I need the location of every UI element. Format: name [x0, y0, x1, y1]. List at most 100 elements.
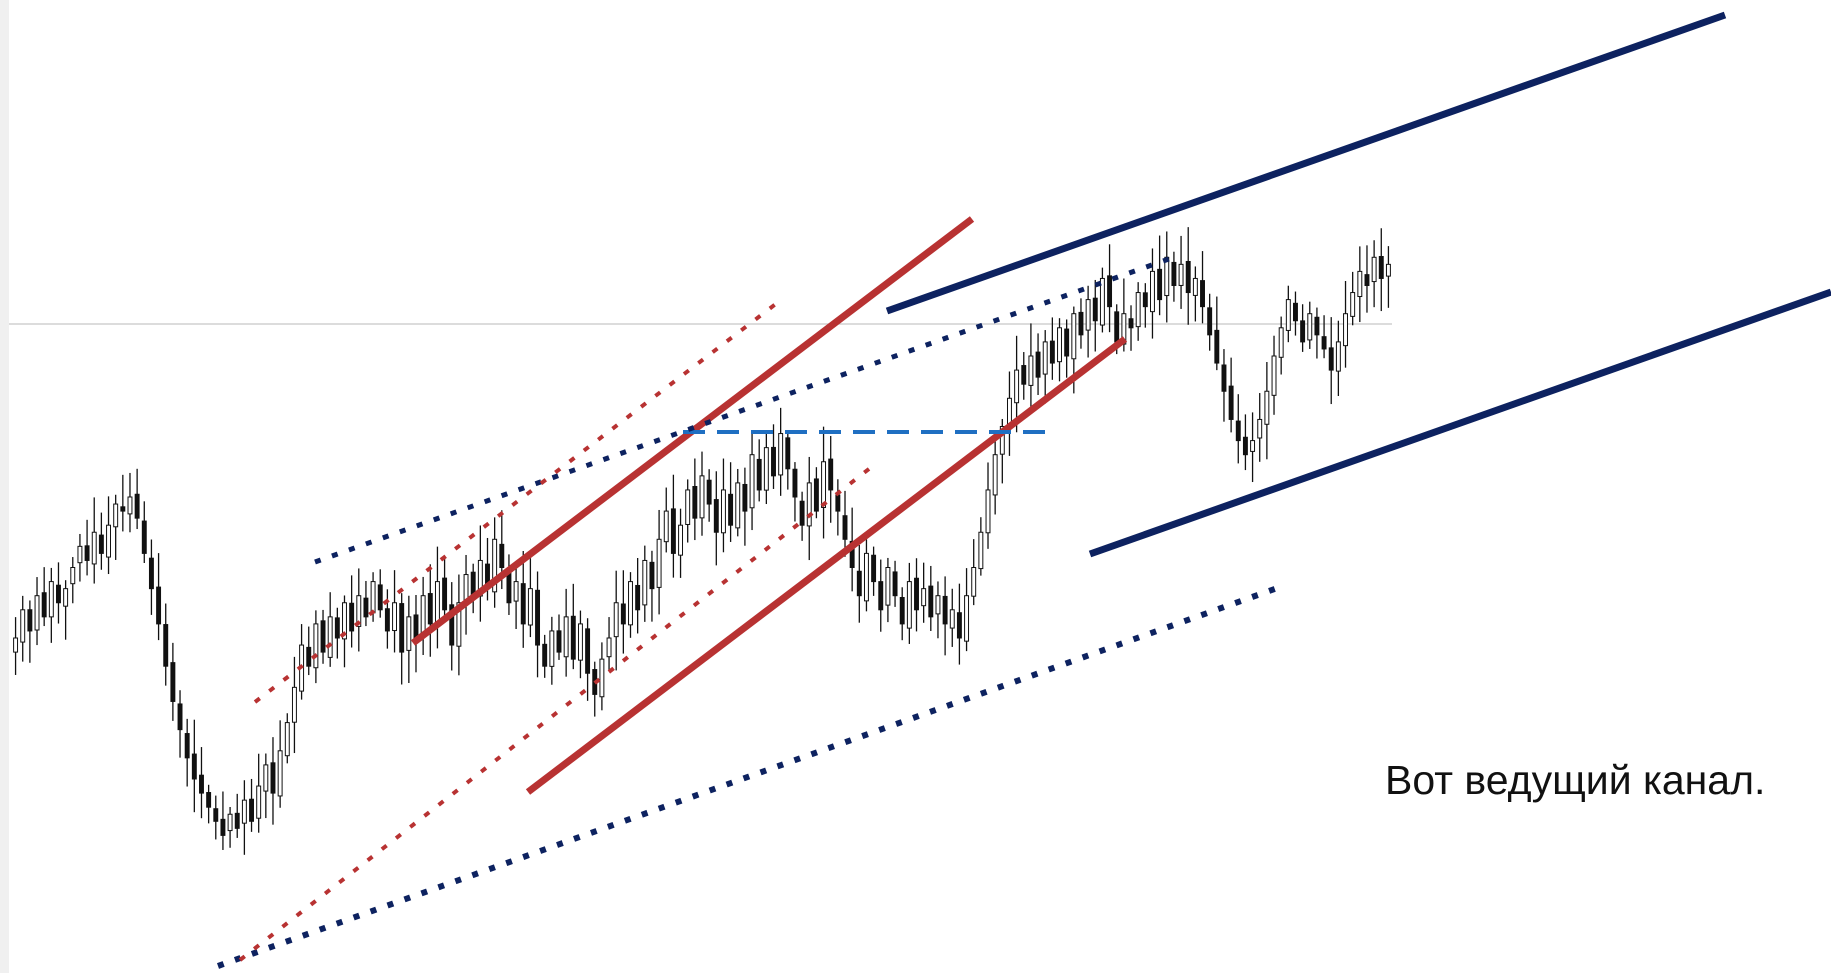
- candle: [670, 474, 676, 578]
- candle: [771, 424, 776, 489]
- candle-body-bearish: [878, 581, 884, 611]
- candle: [792, 462, 798, 522]
- candle-body-bearish: [1242, 436, 1248, 456]
- candle-body-bullish: [678, 524, 684, 556]
- candle-body-bullish: [406, 616, 412, 651]
- candle: [20, 595, 26, 662]
- candle: [56, 562, 61, 624]
- candle-body-bullish: [778, 433, 784, 476]
- candle-body-bearish: [1171, 261, 1177, 286]
- candle-body-bearish: [1228, 385, 1234, 420]
- candle-body-bearish: [535, 589, 541, 646]
- candle: [1150, 248, 1155, 339]
- candle-body-bearish: [799, 500, 805, 526]
- candle: [1221, 349, 1227, 422]
- candle-body-bearish: [320, 620, 326, 653]
- candle: [535, 571, 541, 678]
- candle-body-bearish: [363, 597, 369, 618]
- candle: [1307, 301, 1313, 349]
- candle-body-bearish: [413, 614, 419, 639]
- candle: [113, 494, 119, 560]
- candle: [1107, 244, 1113, 333]
- candle: [663, 487, 669, 553]
- candle-body-bullish: [527, 588, 533, 626]
- candle-body-bullish: [735, 482, 741, 529]
- candle-body-bullish: [1257, 418, 1263, 439]
- candle: [1371, 240, 1377, 308]
- candle: [291, 656, 297, 754]
- candle: [191, 719, 197, 813]
- candle: [1057, 318, 1062, 382]
- candle: [463, 554, 469, 635]
- candle: [1364, 245, 1370, 313]
- candle-body-bullish: [978, 531, 984, 570]
- candle-body-bearish: [1214, 329, 1220, 364]
- candle-body-bearish: [234, 812, 240, 829]
- candle: [91, 497, 97, 584]
- candle: [1335, 320, 1341, 397]
- candle: [1014, 335, 1020, 433]
- candlestick-series: [13, 227, 1391, 855]
- candle: [70, 557, 76, 604]
- candle-body-bearish: [556, 630, 562, 653]
- candle: [871, 546, 877, 596]
- candle-body-bullish: [420, 595, 426, 635]
- candle: [170, 642, 176, 721]
- candle: [84, 519, 90, 576]
- candle: [1343, 280, 1348, 368]
- candle-body-bullish: [863, 552, 869, 602]
- candle-body-bullish: [1278, 327, 1284, 358]
- candle: [1293, 291, 1298, 336]
- candle: [77, 533, 83, 582]
- candle-body-bearish: [842, 515, 848, 540]
- candle-body-bullish: [606, 637, 612, 658]
- candle-body-bearish: [270, 762, 276, 794]
- candle: [470, 563, 476, 614]
- candle-body-bullish: [699, 475, 705, 519]
- candle: [556, 614, 562, 660]
- candle: [692, 458, 698, 541]
- candle-body-bearish: [1035, 351, 1041, 378]
- candle-body-bearish: [1221, 364, 1227, 392]
- candle: [363, 580, 369, 627]
- candle: [749, 430, 755, 531]
- candle: [992, 433, 998, 515]
- candle: [327, 592, 333, 667]
- candle-body-bullish: [749, 454, 755, 509]
- candle: [1178, 235, 1184, 309]
- candle-body-bullish: [342, 602, 347, 640]
- candle: [1135, 282, 1141, 341]
- candle: [971, 539, 977, 606]
- candle: [520, 551, 526, 648]
- candle-body-bullish: [821, 461, 827, 508]
- candle-body-bullish: [313, 623, 319, 669]
- candle: [1064, 319, 1070, 378]
- navy-lower-channel: [1088, 288, 1831, 558]
- candle-body-bullish: [356, 595, 362, 627]
- candle: [449, 582, 455, 671]
- candle-body-bearish: [377, 584, 383, 611]
- candle: [921, 562, 927, 623]
- candle: [1235, 394, 1241, 464]
- candle-body-bullish: [106, 524, 111, 558]
- candle: [964, 568, 970, 652]
- candle-body-bullish: [1178, 263, 1184, 286]
- candle-body-bearish: [1157, 268, 1163, 301]
- candle-body-bearish: [942, 595, 948, 625]
- candle-body-bearish: [1293, 302, 1298, 322]
- candle-body-bearish: [1064, 328, 1070, 357]
- candle: [842, 490, 848, 557]
- candle: [763, 431, 769, 505]
- candle-body-bearish: [1378, 256, 1384, 279]
- candle-body-bearish: [27, 609, 33, 632]
- candle: [156, 553, 162, 641]
- candle-body-bearish: [134, 493, 140, 519]
- candle-body-bearish: [1142, 292, 1148, 308]
- candle: [799, 491, 805, 541]
- candle: [1142, 283, 1148, 328]
- candle-body-bullish: [806, 482, 812, 527]
- candle: [813, 467, 819, 519]
- candle-body-bearish: [785, 437, 791, 470]
- candle: [699, 451, 705, 536]
- candle-body-bullish: [1164, 256, 1170, 297]
